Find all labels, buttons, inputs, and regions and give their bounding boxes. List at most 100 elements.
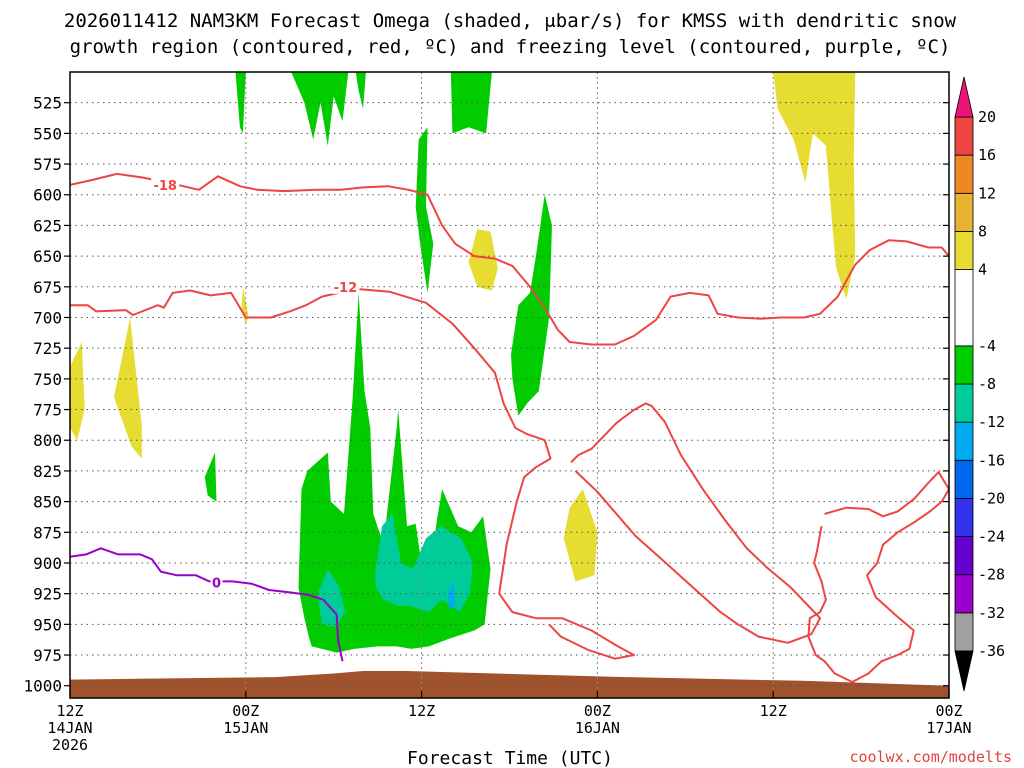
contour-line-3	[807, 471, 949, 683]
omega-region-15	[374, 513, 473, 613]
y-tick-label-1000: 1000	[23, 677, 62, 696]
colorbar-tick--12: -12	[978, 413, 1005, 431]
omega-region-0	[70, 342, 85, 441]
contour-label-bg-1	[331, 279, 360, 294]
omega-shading	[70, 72, 856, 653]
x-tick-label-0-2: 2026	[52, 736, 88, 754]
site-credit[interactable]: coolwx.com/modelts	[849, 748, 1012, 766]
x-tick-label-48-0: 12Z	[760, 702, 787, 720]
omega-region-12	[415, 127, 434, 293]
x-tick-label-12-0: 00Z	[232, 702, 259, 720]
colorbar-tick--4: -4	[978, 337, 996, 355]
terrain-fill	[70, 671, 949, 698]
contour-label-0: -18	[153, 179, 177, 194]
colorbar-band--16-to--12	[954, 421, 974, 461]
colorbar-tick--20: -20	[978, 489, 1005, 507]
contour-label-bg-0	[151, 177, 180, 192]
x-tick-label-0-1: 14JAN	[47, 719, 92, 737]
x-axis-label: Forecast Time (UTC)	[407, 748, 613, 768]
plot-frame	[69, 71, 950, 699]
colorbar-band--28-to--24	[954, 536, 974, 576]
colorbar-over-arrow	[954, 76, 974, 118]
omega-region-16	[448, 581, 456, 610]
chart-title-line1: 2026011412 NAM3KM Forecast Omega (shaded…	[64, 10, 957, 32]
y-tick-label-925: 925	[33, 585, 62, 604]
y-tick-label-625: 625	[33, 216, 62, 235]
grid-lines	[70, 72, 949, 698]
colorbar-band-16-to-20	[954, 116, 974, 156]
y-tick-label-975: 975	[33, 646, 62, 665]
y-tick-label-550: 550	[33, 124, 62, 143]
y-tick-label-825: 825	[33, 462, 62, 481]
y-tick-label-900: 900	[33, 554, 62, 573]
x-tick-label-60-1: 17JAN	[926, 719, 971, 737]
y-tick-label-775: 775	[33, 401, 62, 420]
contour-label-1: -12	[334, 281, 358, 296]
omega-region-14	[317, 569, 346, 627]
y-tick-label-850: 850	[33, 493, 62, 512]
colorbar-band--20-to--16	[954, 459, 974, 499]
y-tick-label-725: 725	[33, 339, 62, 358]
colorbar-band--32-to--28	[954, 574, 974, 614]
contour-line-1	[70, 288, 635, 660]
colorbar-tick-16: 16	[978, 146, 996, 164]
x-tick-label-0-0: 12Z	[56, 702, 83, 720]
colorbar-tick--32: -32	[978, 604, 1005, 622]
y-tick-label-575: 575	[33, 155, 62, 174]
chart-title-line2: growth region (contoured, red, ºC) and f…	[70, 36, 951, 58]
y-tick-label-650: 650	[33, 247, 62, 266]
omega-region-7	[291, 72, 349, 146]
y-tick-label-525: 525	[33, 94, 62, 113]
colorbar-tick--36: -36	[978, 642, 1005, 660]
colorbar-band--12-to--8	[954, 383, 974, 423]
colorbar-tick-12: 12	[978, 184, 996, 202]
colorbar-band-4-to-8	[954, 231, 974, 270]
colorbar-under-arrow	[954, 650, 974, 692]
y-tick-label-675: 675	[33, 278, 62, 297]
colorbar-tick-20: 20	[978, 108, 996, 126]
colorbar-tick-4: 4	[978, 261, 987, 279]
colorbar-tick--28: -28	[978, 566, 1005, 584]
y-axis: 525 550 575 600 625 650 675 700 725 750 775 800 825 8…	[23, 94, 949, 696]
colorbar-tick-8: 8	[978, 222, 987, 240]
colorbar-band--24-to--20	[954, 498, 974, 537]
x-tick-label-36-0: 00Z	[584, 702, 611, 720]
colorbar-band--4-to-4	[954, 269, 974, 347]
y-tick-label-800: 800	[33, 431, 62, 450]
x-tick-label-60-0: 00Z	[935, 702, 962, 720]
x-tick-label-12-1: 15JAN	[223, 719, 268, 737]
colorbar-band-12-to-16	[954, 154, 974, 194]
x-tick-label-24-0: 12Z	[408, 702, 435, 720]
y-tick-label-875: 875	[33, 523, 62, 542]
y-tick-label-700: 700	[33, 308, 62, 327]
colorbar-band-8-to-12	[954, 192, 974, 232]
contour-label-bg-4	[210, 575, 223, 590]
contour-lines	[70, 172, 949, 683]
y-tick-label-750: 750	[33, 370, 62, 389]
contour-line-0	[70, 172, 949, 346]
omega-region-9	[450, 72, 492, 134]
omega-region-10	[204, 452, 217, 502]
colorbar-tick--16: -16	[978, 451, 1005, 469]
contour-line-4	[70, 547, 344, 662]
colorbar: 20 16 12 8 4 -4 -8 -12 -16 -20 -24 -28 -32 -36	[954, 76, 1005, 692]
omega-region-1	[114, 317, 142, 459]
colorbar-tick--8: -8	[978, 375, 996, 393]
contour-line-2	[570, 402, 822, 644]
terrain-layer	[70, 671, 949, 698]
y-tick-label-950: 950	[33, 615, 62, 634]
x-tick-label-36-1: 16JAN	[575, 719, 620, 737]
omega-region-8	[355, 72, 366, 109]
colorbar-tick--24: -24	[978, 528, 1005, 546]
omega-region-13	[511, 194, 552, 416]
contour-labels: -18 -12 0	[151, 177, 360, 592]
omega-region-4	[563, 489, 598, 582]
y-tick-label-600: 600	[33, 186, 62, 205]
omega-region-3	[468, 229, 498, 291]
colorbar-band--8-to--4	[954, 345, 974, 385]
omega-region-5	[773, 72, 856, 300]
colorbar-band--36-to--32	[954, 612, 974, 652]
contour-label-4: 0	[212, 577, 221, 592]
